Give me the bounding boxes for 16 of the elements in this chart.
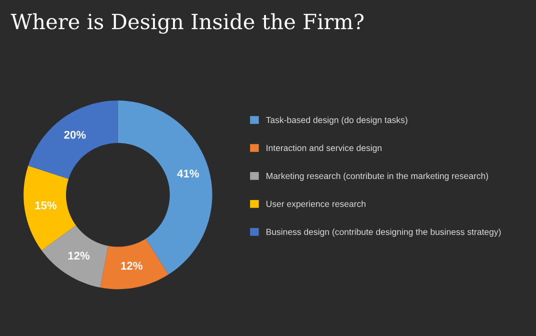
chart-title: Where is Design Inside the Firm? [10,13,364,34]
donut-slice [28,100,118,179]
data-label: 15% [35,201,57,210]
data-label: 41% [177,170,199,178]
donut-slice [118,100,212,275]
data-label: 12% [68,252,90,260]
legend-label: Business design (contribute designing the business strategy) [266,228,501,237]
data-label: 20% [64,130,86,139]
donut-slice [42,225,108,288]
legend-label: Task-based design (do design tasks) [266,116,408,125]
legend-label: Interaction and service design [266,144,382,153]
legend-label: Marketing research (contribute in the marketing research) [266,172,488,181]
legend-label: User experience research [266,200,366,209]
donut-slice [24,166,76,250]
donut-slice [100,238,168,290]
data-label: 12% [121,262,142,270]
